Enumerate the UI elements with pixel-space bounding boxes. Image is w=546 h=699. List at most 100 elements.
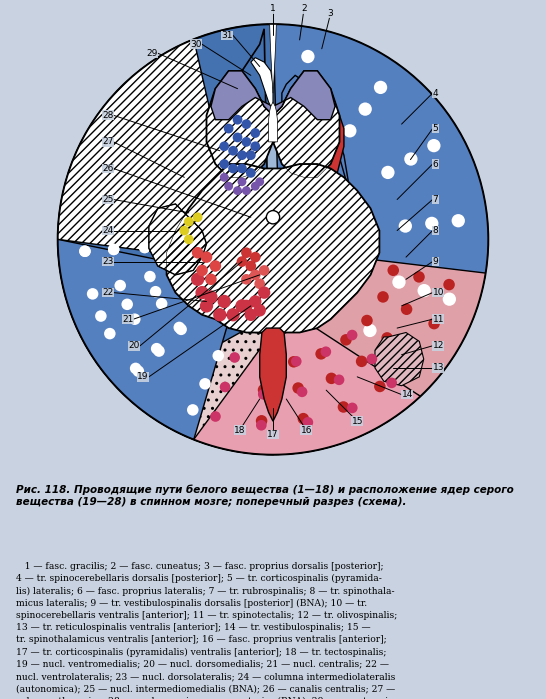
Circle shape	[337, 401, 349, 412]
Circle shape	[95, 310, 106, 322]
Polygon shape	[58, 226, 264, 396]
Circle shape	[210, 260, 221, 272]
Polygon shape	[126, 275, 420, 454]
Polygon shape	[313, 111, 344, 199]
Circle shape	[298, 413, 309, 424]
Text: Рис. 118. Проводящие пути белого вещества (1—18) и расположение ядер серого веще: Рис. 118. Проводящие пути белого веществ…	[16, 484, 514, 507]
Polygon shape	[58, 29, 273, 454]
Text: 9: 9	[432, 257, 438, 266]
Circle shape	[224, 124, 234, 134]
Polygon shape	[167, 164, 379, 333]
Text: 14: 14	[401, 390, 413, 399]
Circle shape	[199, 378, 211, 389]
Circle shape	[245, 308, 257, 321]
Circle shape	[359, 103, 372, 116]
Circle shape	[374, 381, 385, 392]
Circle shape	[356, 356, 367, 367]
Circle shape	[228, 146, 238, 156]
Circle shape	[404, 152, 418, 166]
Circle shape	[237, 150, 247, 160]
Text: 11: 11	[432, 315, 444, 324]
Circle shape	[334, 375, 345, 385]
Text: 18: 18	[234, 426, 246, 435]
Polygon shape	[194, 271, 420, 454]
Polygon shape	[58, 39, 264, 284]
Circle shape	[253, 304, 266, 317]
Text: 25: 25	[102, 195, 114, 204]
Circle shape	[246, 150, 256, 160]
Circle shape	[133, 366, 144, 377]
Circle shape	[144, 271, 156, 282]
Circle shape	[224, 182, 233, 191]
Text: 1: 1	[270, 4, 276, 13]
Circle shape	[233, 115, 242, 124]
Circle shape	[220, 173, 229, 182]
Circle shape	[254, 278, 265, 289]
Circle shape	[259, 265, 270, 276]
Polygon shape	[246, 284, 300, 337]
Circle shape	[443, 292, 456, 306]
Polygon shape	[211, 71, 273, 120]
Circle shape	[418, 284, 431, 297]
Circle shape	[195, 286, 209, 299]
Circle shape	[87, 288, 98, 300]
Circle shape	[237, 164, 247, 173]
Circle shape	[218, 295, 231, 308]
Text: 23: 23	[102, 257, 114, 266]
Polygon shape	[149, 204, 206, 275]
Text: 19: 19	[138, 373, 149, 382]
Polygon shape	[58, 24, 335, 239]
Circle shape	[383, 342, 396, 355]
Circle shape	[104, 328, 116, 340]
Circle shape	[219, 382, 230, 392]
Circle shape	[387, 377, 397, 388]
Circle shape	[241, 247, 252, 258]
Circle shape	[184, 217, 194, 226]
Text: 24: 24	[102, 226, 114, 235]
Text: 12: 12	[432, 341, 444, 350]
Polygon shape	[273, 71, 335, 120]
Circle shape	[321, 347, 331, 357]
Text: 8: 8	[432, 226, 438, 235]
Text: 10: 10	[432, 288, 444, 297]
Circle shape	[266, 210, 280, 224]
Polygon shape	[273, 24, 488, 405]
Polygon shape	[295, 257, 313, 301]
Circle shape	[187, 404, 199, 416]
Text: 29: 29	[146, 49, 158, 58]
Circle shape	[174, 322, 185, 333]
Text: 3: 3	[328, 9, 334, 17]
Polygon shape	[273, 71, 340, 178]
Circle shape	[343, 124, 357, 138]
Circle shape	[260, 358, 270, 368]
Circle shape	[399, 219, 412, 233]
Circle shape	[115, 280, 126, 291]
Circle shape	[256, 420, 266, 431]
Circle shape	[256, 178, 264, 186]
Circle shape	[363, 324, 377, 337]
Circle shape	[288, 356, 299, 368]
Text: 7: 7	[432, 195, 438, 204]
Circle shape	[325, 373, 337, 384]
Polygon shape	[260, 328, 286, 421]
Circle shape	[233, 133, 242, 143]
Text: 6: 6	[432, 159, 438, 168]
Circle shape	[413, 271, 425, 282]
Circle shape	[212, 350, 224, 361]
Circle shape	[121, 298, 133, 310]
Circle shape	[129, 313, 140, 325]
Circle shape	[242, 186, 251, 195]
Circle shape	[388, 264, 399, 276]
Circle shape	[246, 168, 256, 178]
Polygon shape	[375, 333, 424, 386]
Circle shape	[251, 141, 260, 151]
Text: 2: 2	[301, 4, 307, 13]
Polygon shape	[308, 199, 335, 253]
Circle shape	[219, 159, 229, 169]
Text: 26: 26	[102, 164, 114, 173]
Circle shape	[241, 137, 251, 147]
Circle shape	[229, 352, 240, 363]
Circle shape	[227, 308, 240, 322]
Circle shape	[108, 244, 120, 255]
Circle shape	[374, 81, 387, 94]
